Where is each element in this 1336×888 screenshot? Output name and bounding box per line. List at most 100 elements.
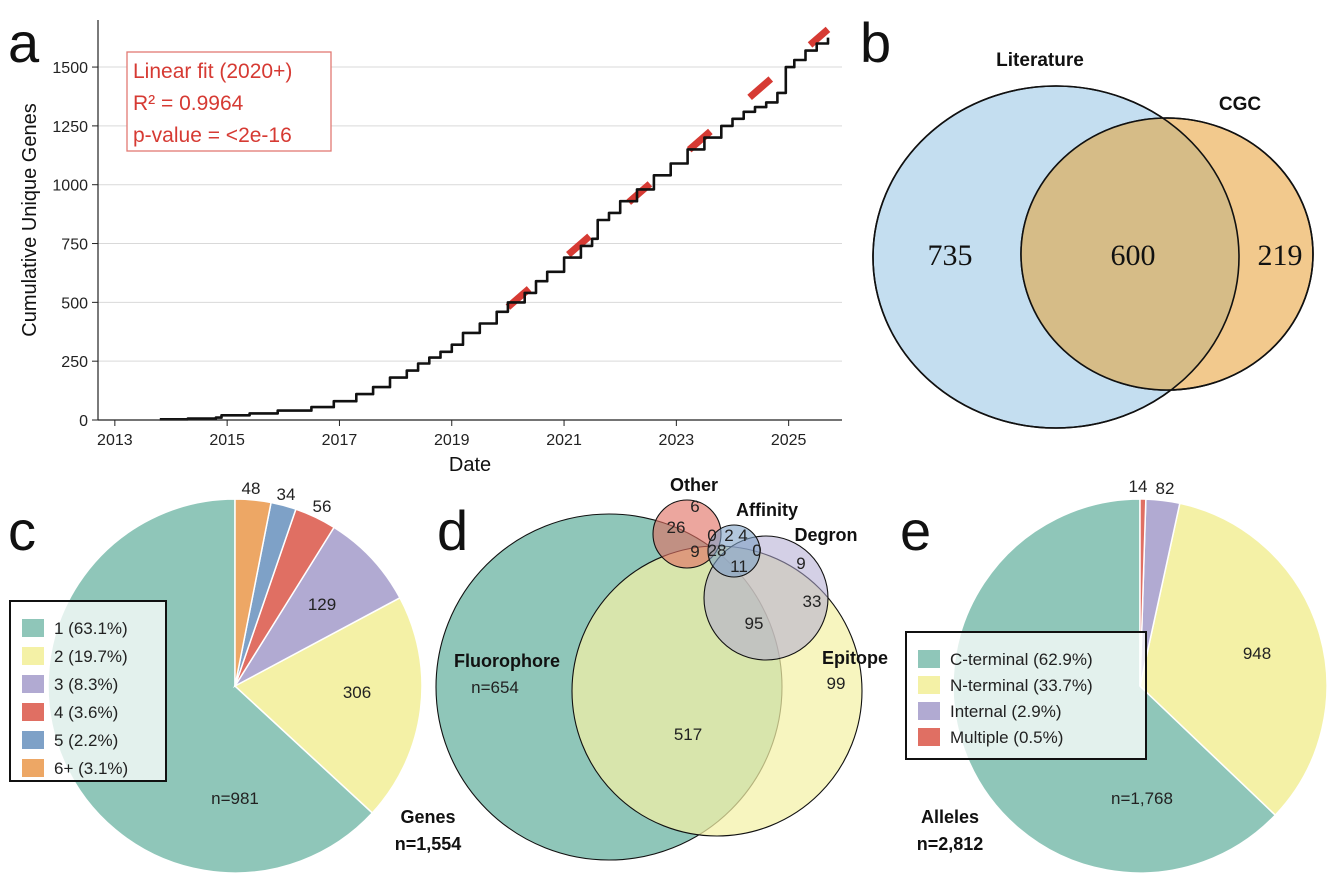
venn-outline-cgc (1020, 117, 1314, 391)
panel-c: c n=981 306 129 56 34 48 1 (63.1%) 2 (19.… (8, 479, 461, 874)
y-tick-label: 1000 (52, 178, 88, 195)
y-tick-label: 0 (79, 413, 88, 430)
venn-d-label-other: Other (670, 475, 718, 495)
venn-d-region: 99 (827, 674, 846, 693)
pie-e-label-1: n=1,768 (1111, 789, 1173, 808)
legend-swatch (22, 703, 44, 721)
venn-d-label-degron: Degron (795, 525, 858, 545)
legend-swatch (22, 675, 44, 693)
series-line (159, 26, 831, 421)
venn-d-region: 26 (667, 518, 686, 537)
venn-d-label-fluorophore: Fluorophore (454, 651, 560, 671)
x-tick-label: 2019 (434, 432, 470, 449)
pie-e-label-3: 82 (1156, 479, 1175, 498)
pie-e-label-2: 948 (1243, 644, 1271, 663)
legend-label: C-terminal (62.9%) (950, 650, 1093, 669)
venn-d-region: 95 (745, 614, 764, 633)
x-tick-label: 2021 (546, 432, 582, 449)
legend-swatch (918, 676, 940, 694)
legend-swatch (918, 728, 940, 746)
y-tick-label: 1250 (52, 119, 88, 136)
cumulative-line (159, 37, 830, 421)
fit-annotation-line1: Linear fit (2020+) (133, 60, 292, 83)
venn-d-region: 9 (796, 554, 805, 573)
pie-slice (232, 526, 401, 688)
panel-letter-d: d (437, 499, 468, 562)
legend-e-items: C-terminal (62.9%) N-terminal (33.7%) Inte… (918, 650, 1093, 747)
venn-d-region: 33 (803, 592, 822, 611)
legend-label: 6+ (3.1%) (54, 759, 128, 778)
y-tick-label: 750 (61, 237, 88, 254)
legend-swatch (22, 731, 44, 749)
panel-letter-a: a (8, 11, 40, 74)
fit-annotation-box (126, 51, 332, 152)
pie-c-label-6: 48 (242, 479, 261, 498)
venn-value-literature-only: 735 (928, 239, 973, 272)
venn-d-label-affinity: Affinity (736, 500, 798, 520)
x-tick-label: 2017 (322, 432, 358, 449)
pie-c-label-4: 56 (313, 497, 332, 516)
venn-d-region: 517 (674, 725, 702, 744)
legend-label: Multiple (0.5%) (950, 728, 1063, 747)
x-tick-label: 2025 (771, 432, 807, 449)
venn-d-region: 11 (730, 557, 748, 576)
venn-d-label-epitope: Epitope (822, 648, 888, 668)
panel-letter-c: c (8, 499, 36, 562)
legend-label: 3 (8.3%) (54, 675, 118, 694)
legend-label: 5 (2.2%) (54, 731, 118, 750)
pie-c-label-3: 129 (308, 595, 336, 614)
x-tick-label: 2023 (659, 432, 695, 449)
fit-annotation-line2: R² = 0.9964 (133, 92, 244, 115)
y-axis-label: Cumulative Unique Genes (19, 103, 41, 336)
venn-label-literature: Literature (996, 50, 1084, 71)
panel-d: d Other Affinity Degron Fluorophore n=65… (435, 475, 888, 861)
venn-d-region: 4 (738, 526, 747, 545)
legend-swatch (918, 650, 940, 668)
y-tick-label: 500 (61, 295, 88, 312)
legend-label: 1 (63.1%) (54, 619, 128, 638)
legend-label: 2 (19.7%) (54, 647, 128, 666)
venn-d-label-fluorophore-n: n=654 (471, 678, 519, 697)
pie-slice (1139, 502, 1328, 817)
legend-label: Internal (2.9%) (950, 702, 1062, 721)
venn-d-region: 0 (752, 541, 761, 560)
x-ticks: 2013 2015 2017 2019 2021 2023 2025 (97, 420, 807, 449)
venn-d-region: 28 (708, 541, 727, 560)
venn-overlap (1021, 118, 1239, 390)
legend-swatch (22, 647, 44, 665)
venn-value-both: 600 (1111, 239, 1156, 272)
panel-a: a 2013 2015 2017 2019 2021 2023 2025 0 250 500 75… (8, 11, 842, 476)
panel-e: e n=1,768 948 82 14 C-terminal (62.9%) N-… (900, 477, 1328, 874)
pie-c-label-2: 306 (343, 683, 371, 702)
x-tick-label: 2015 (209, 432, 245, 449)
panel-letter-b: b (860, 11, 891, 74)
fit-line (505, 26, 831, 310)
legend-swatch (22, 619, 44, 637)
x-axis-label: Date (449, 454, 491, 476)
venn-value-cgc-only: 219 (1258, 239, 1303, 272)
pie-c-label-5: 34 (277, 485, 296, 504)
venn-d-affinity (707, 524, 761, 578)
pie-c-caption-title: Genes (400, 807, 455, 827)
legend-label: 4 (3.6%) (54, 703, 118, 722)
fit-annotation-line3: p-value = <2e-16 (133, 124, 292, 147)
pie-slice (233, 596, 423, 814)
legend-c-items: 1 (63.1%) 2 (19.7%) 3 (8.3%) 4 (3.6%) 5 (2.2… (22, 619, 128, 778)
venn-d-region: 0 (707, 526, 716, 545)
x-tick-label: 2013 (97, 432, 133, 449)
venn-label-cgc: CGC (1219, 94, 1262, 115)
legend-label: N-terminal (33.7%) (950, 676, 1093, 695)
y-tick-label: 1500 (52, 60, 88, 77)
venn-d-region: 2 (724, 526, 733, 545)
y-tick-label: 250 (61, 354, 88, 371)
venn-d-region: 6 (690, 497, 699, 516)
pie-e-caption-count: n=2,812 (917, 834, 984, 854)
y-ticks: 0 250 500 750 1000 1250 1500 (52, 60, 98, 430)
pie-slice (234, 498, 272, 687)
legend-e (905, 631, 1147, 760)
venn-d-region: 9 (690, 542, 699, 561)
panel-b: b Literature CGC 735 600 219 (860, 11, 1314, 429)
legend-swatch (918, 702, 940, 720)
venn-outline-literature (872, 85, 1240, 429)
